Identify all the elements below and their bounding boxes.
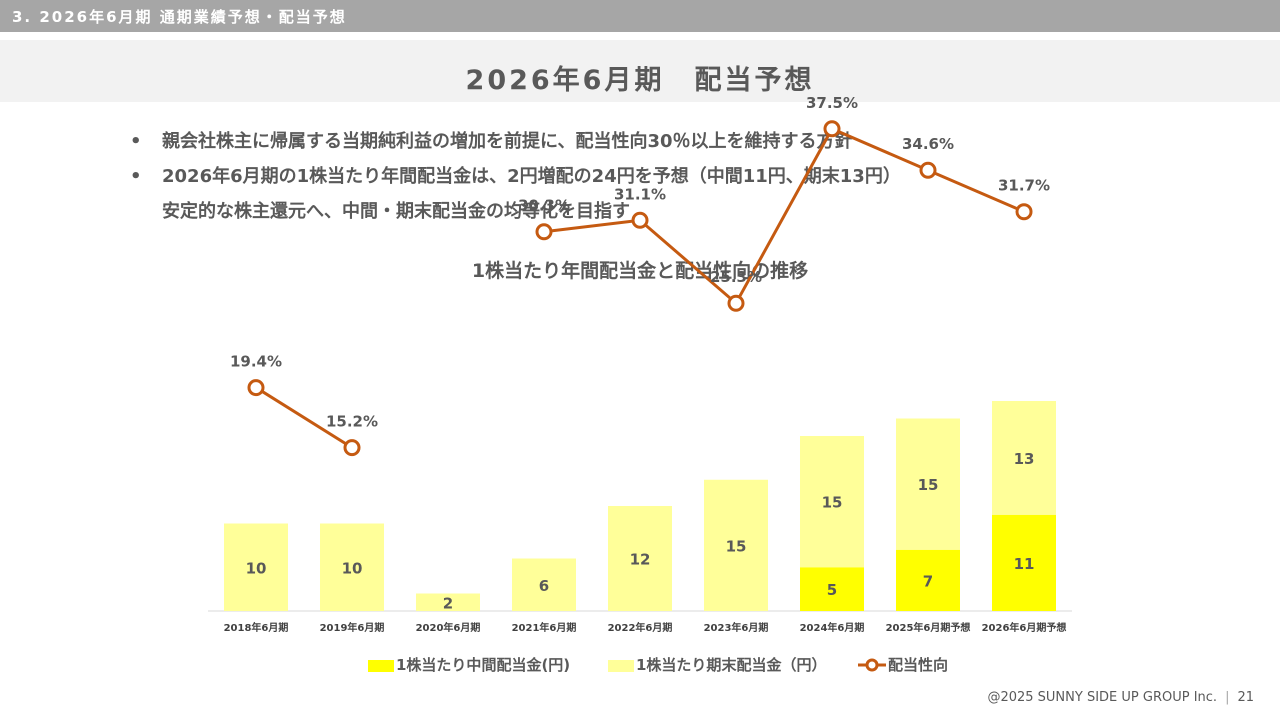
bar-label-interim: 7 bbox=[923, 572, 933, 590]
x-tick-label: 2019年6月期 bbox=[320, 621, 385, 634]
payout-point bbox=[1015, 203, 1033, 221]
x-tick-label: 2025年6月期予想 bbox=[886, 621, 971, 634]
payout-line bbox=[255, 386, 353, 449]
payout-label: 30.3% bbox=[518, 197, 570, 215]
x-tick-label: 2018年6月期 bbox=[224, 621, 289, 634]
bar-label-yearend: 13 bbox=[1014, 450, 1035, 468]
x-tick-label: 2023年6月期 bbox=[704, 621, 769, 634]
payout-point bbox=[919, 161, 937, 179]
bar-yearend bbox=[896, 418, 960, 550]
bar-yearend bbox=[320, 523, 384, 611]
bar-yearend bbox=[512, 558, 576, 611]
payout-point bbox=[823, 120, 841, 138]
page-number: 21 bbox=[1237, 690, 1254, 705]
legend-payout: 配当性向 bbox=[858, 654, 948, 676]
payout-point bbox=[343, 439, 361, 457]
bar-yearend bbox=[416, 593, 480, 611]
bullet-text: 2026年6月期の1株当たり年間配当金は、2円増配の24円を予想（中間11円、期… bbox=[162, 166, 901, 187]
footer-separator: | bbox=[1225, 690, 1230, 705]
bar-yearend bbox=[224, 523, 288, 611]
bar-label-yearend: 15 bbox=[726, 537, 747, 555]
bar-label-yearend: 10 bbox=[246, 559, 267, 577]
x-tick-label: 2020年6月期 bbox=[416, 621, 481, 634]
payout-label: 15.2% bbox=[326, 413, 378, 431]
copyright: @2025 SUNNY SIDE UP GROUP Inc. bbox=[987, 690, 1218, 705]
chart-legend: 1株当たり中間配当金(円) 1株当たり期末配当金（円） 配当性向 bbox=[0, 654, 1280, 676]
bar-yearend bbox=[608, 506, 672, 611]
bullet-text-continued: 安定的な株主還元へ、中間・期末配当金の均等化を目指す bbox=[162, 201, 630, 222]
legend-interim: 1株当たり中間配当金(円) bbox=[368, 654, 570, 676]
x-tick-label: 2024年6月期 bbox=[800, 621, 865, 634]
chart-title: 1株当たり年間配当金と配当性向の推移 bbox=[471, 260, 809, 282]
bullet-text: 親会社株主に帰属する当期純利益の増加を前提に、配当性向30％以上を維持する方針 bbox=[162, 131, 853, 152]
bullet-item-2: • 2026年6月期の1株当たり年間配当金は、2円増配の24円を予想（中間11円… bbox=[130, 159, 1230, 229]
payout-label: 25.3% bbox=[710, 268, 762, 286]
footer: @2025 SUNNY SIDE UP GROUP Inc. | 21 bbox=[987, 690, 1254, 705]
section-header-bar: 3. 2026年6月期 通期業績予想・配当予想 bbox=[0, 0, 1280, 32]
legend-swatch-interim bbox=[368, 660, 394, 672]
bar-label-interim: 5 bbox=[827, 581, 837, 599]
bar-interim bbox=[992, 514, 1056, 611]
legend-label-interim: 1株当たり中間配当金(円) bbox=[396, 656, 571, 674]
bar-label-yearend: 2 bbox=[443, 594, 453, 612]
payout-point bbox=[631, 211, 649, 229]
bar-interim bbox=[896, 549, 960, 611]
title-band: 2026年6月期 配当予想 bbox=[0, 40, 1280, 102]
x-tick-label: 2022年6月期 bbox=[608, 621, 673, 634]
payout-point bbox=[247, 379, 265, 397]
payout-line bbox=[543, 126, 1025, 306]
bullet-list: • 親会社株主に帰属する当期純利益の増加を前提に、配当性向30％以上を維持する方… bbox=[130, 124, 1230, 229]
page-title: 2026年6月期 配当予想 bbox=[465, 65, 815, 96]
bullet-item-1: • 親会社株主に帰属する当期純利益の増加を前提に、配当性向30％以上を維持する方… bbox=[130, 124, 1230, 159]
payout-label: 34.6% bbox=[902, 135, 954, 153]
bullet-marker: • bbox=[130, 131, 142, 152]
payout-label: 31.7% bbox=[998, 177, 1050, 195]
legend-line-marker-icon bbox=[858, 658, 886, 672]
bar-label-yearend: 15 bbox=[822, 494, 843, 512]
bar-yearend bbox=[800, 436, 864, 568]
payout-label: 37.5% bbox=[806, 94, 858, 112]
legend-swatch-yearend bbox=[608, 660, 634, 672]
bar-yearend bbox=[704, 479, 768, 611]
bar-yearend bbox=[992, 401, 1056, 515]
legend-label-yearend: 1株当たり期末配当金（円） bbox=[636, 656, 827, 674]
payout-point bbox=[727, 294, 745, 312]
x-tick-label: 2026年6月期予想 bbox=[982, 621, 1067, 634]
payout-label: 31.1% bbox=[614, 185, 666, 203]
bar-label-yearend: 6 bbox=[539, 577, 549, 595]
payout-label: 19.4% bbox=[230, 353, 282, 371]
x-tick-label: 2021年6月期 bbox=[512, 621, 577, 634]
bar-label-yearend: 10 bbox=[342, 559, 363, 577]
legend-label-payout: 配当性向 bbox=[888, 656, 949, 674]
bar-label-yearend: 15 bbox=[918, 476, 939, 494]
bar-label-interim: 11 bbox=[1014, 555, 1035, 573]
bar-interim bbox=[800, 567, 864, 611]
bar-label-yearend: 12 bbox=[630, 551, 651, 569]
legend-yearend: 1株当たり期末配当金（円） bbox=[608, 654, 826, 676]
payout-point bbox=[535, 223, 553, 241]
section-title: 3. 2026年6月期 通期業績予想・配当予想 bbox=[12, 8, 347, 26]
bullet-marker: • bbox=[130, 166, 142, 187]
